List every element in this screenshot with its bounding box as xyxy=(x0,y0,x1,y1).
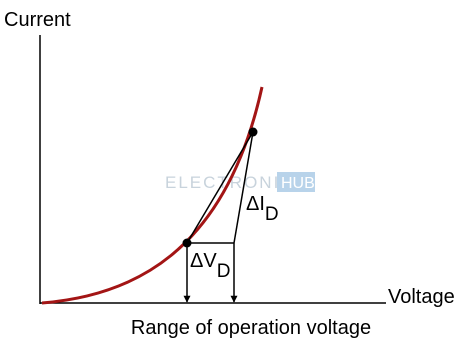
delta-current-label: ΔID xyxy=(246,193,279,225)
subscript: D xyxy=(265,204,279,225)
watermark-badge-text: HUB xyxy=(281,175,315,192)
watermark-text: ELECTRONICS xyxy=(165,173,308,192)
y-axis-label: Current xyxy=(4,9,71,31)
subscript: D xyxy=(217,261,231,282)
symbol: ΔI xyxy=(246,193,265,215)
side-line xyxy=(233,131,254,244)
point xyxy=(248,127,258,137)
point xyxy=(182,238,192,248)
secant-line xyxy=(186,131,254,244)
caption: Range of operation voltage xyxy=(131,317,371,339)
watermark-badge xyxy=(277,172,315,192)
x-axis-label: Voltage xyxy=(388,286,455,308)
symbol: ΔV xyxy=(190,250,217,272)
delta-voltage-label: ΔVD xyxy=(190,250,230,282)
